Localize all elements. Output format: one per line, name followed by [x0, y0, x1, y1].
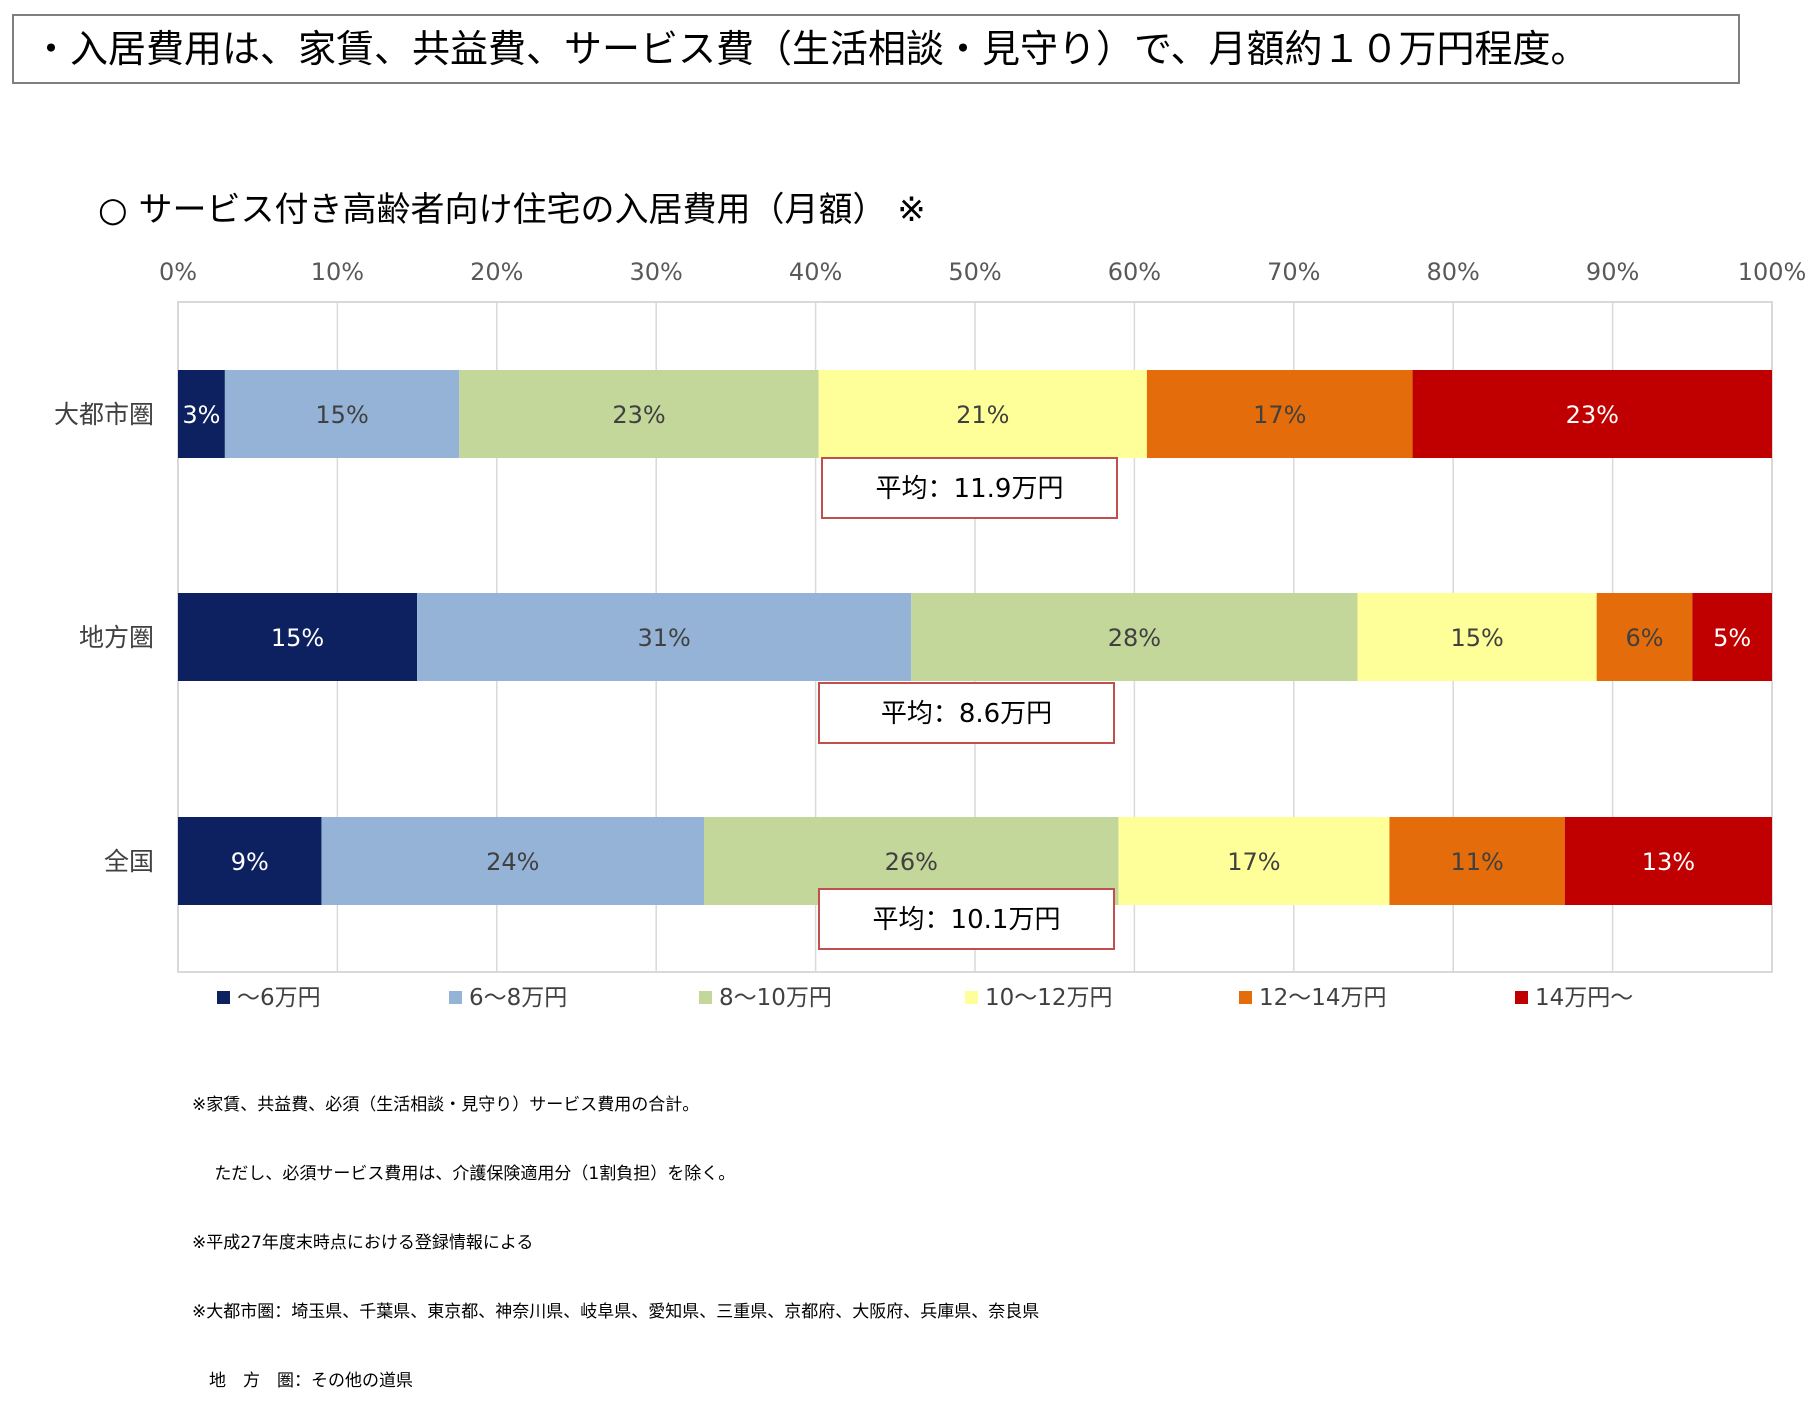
data-label: 5% — [1713, 624, 1751, 652]
legend-label: 12～14万円 — [1259, 985, 1387, 1011]
x-tick-label: 90% — [1586, 258, 1639, 286]
legend-swatch — [1515, 991, 1528, 1004]
legend-swatch — [965, 991, 978, 1004]
legend-label: 14万円～ — [1535, 985, 1633, 1011]
footnote-line: 地 方 圏：その他の道県 — [192, 1371, 413, 1391]
average-box — [818, 682, 1115, 744]
data-label: 28% — [1108, 624, 1161, 652]
data-label: 9% — [231, 848, 269, 876]
legend-swatch — [699, 991, 712, 1004]
data-label: 17% — [1227, 848, 1280, 876]
bar-segment — [1692, 593, 1772, 681]
data-label: 13% — [1642, 848, 1695, 876]
legend-label: 6～8万円 — [469, 985, 567, 1011]
footnote-line: ※大都市圏：埼玉県、千葉県、東京都、神奈川県、岐阜県、愛知県、三重県、京都府、大… — [192, 1302, 1040, 1322]
x-tick-label: 40% — [789, 258, 842, 286]
bar-segment — [1389, 817, 1565, 905]
bar-segment — [417, 593, 912, 681]
bar-segment — [178, 370, 225, 458]
x-tick-label: 10% — [311, 258, 364, 286]
stacked-bar-chart: 0% 10% 20% 30% 40% 50% 60% 70% 80% 90% 100% 大都市圏地方圏… — [54, 258, 1807, 1011]
average-box — [821, 457, 1118, 519]
data-label: 21% — [956, 401, 1009, 429]
bar-segment — [178, 593, 418, 681]
bar-segment — [321, 817, 705, 905]
data-label: 15% — [271, 624, 324, 652]
category-label: 地方圏 — [79, 623, 154, 652]
x-tick-label: 30% — [630, 258, 683, 286]
headline: ・入居費用は、家賃、共益費、サービス費（生活相談・見守り）で、月額約１０万円程度… — [12, 14, 1740, 84]
bar-segment — [818, 370, 1147, 458]
data-label: 15% — [315, 401, 368, 429]
legend-label: 10～12万円 — [985, 985, 1113, 1011]
legend-label: ～6万円 — [237, 985, 321, 1011]
x-tick-label: 60% — [1108, 258, 1161, 286]
bar-segment — [1596, 593, 1693, 681]
category-label: 全国 — [104, 847, 154, 876]
data-label: 23% — [612, 401, 665, 429]
data-label: 17% — [1253, 401, 1306, 429]
legend-swatch — [217, 991, 230, 1004]
category-label: 大都市圏 — [54, 400, 154, 429]
x-tick-label: 50% — [948, 258, 1001, 286]
average-box — [818, 888, 1115, 950]
data-label: 26% — [885, 848, 938, 876]
average-label: 平均：10.1万円 — [873, 905, 1061, 935]
x-tick-label: 100% — [1738, 258, 1807, 286]
bar-segment — [1146, 370, 1413, 458]
average-label: 平均：11.9万円 — [876, 474, 1064, 504]
legend-swatch — [1239, 991, 1252, 1004]
chart-title: ○ サービス付き高齢者向け住宅の入居費用（月額） ※ — [98, 190, 926, 230]
bar-segment — [911, 593, 1358, 681]
footnote-line: ※平成27年度末時点における登録情報による — [192, 1233, 534, 1253]
bar-segment — [1118, 817, 1390, 905]
x-tick-label: 20% — [470, 258, 523, 286]
data-label: 31% — [637, 624, 690, 652]
footnotes: ※家賃、共益費、必須（生活相談・見守り）サービス費用の合計。 ただし、必須サービ… — [192, 1048, 1039, 1416]
data-label: 15% — [1450, 624, 1503, 652]
x-tick-label: 80% — [1427, 258, 1480, 286]
bar-segment — [1357, 593, 1597, 681]
data-label: 24% — [486, 848, 539, 876]
bar-segment — [1564, 817, 1772, 905]
footnote-line: ただし、必須サービス費用は、介護保険適用分（1割負担）を除く。 — [192, 1164, 736, 1184]
footnote-line: ※家賃、共益費、必須（生活相談・見守り）サービス費用の合計。 — [192, 1095, 700, 1115]
bar-segment — [178, 817, 322, 905]
data-label: 23% — [1566, 401, 1619, 429]
bar-segment — [459, 370, 819, 458]
legend-label: 8～10万円 — [719, 985, 832, 1011]
bar-segment — [224, 370, 460, 458]
x-tick-label: 0% — [159, 258, 197, 286]
data-label: 3% — [182, 401, 220, 429]
data-label: 11% — [1450, 848, 1503, 876]
data-label: 6% — [1625, 624, 1663, 652]
legend-swatch — [449, 991, 462, 1004]
average-label: 平均：8.6万円 — [881, 699, 1052, 729]
x-tick-label: 70% — [1267, 258, 1320, 286]
bar-segment — [1412, 370, 1772, 458]
